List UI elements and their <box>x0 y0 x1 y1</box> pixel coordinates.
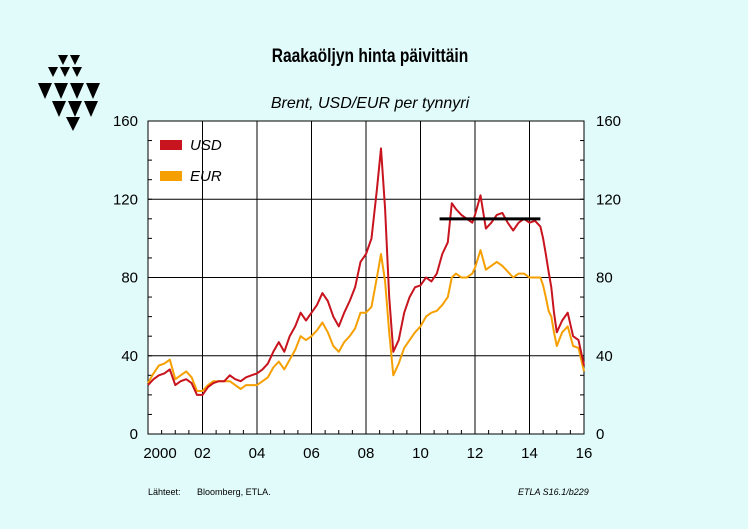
x-tick-label: 16 <box>576 445 593 462</box>
series-lines <box>147 147 585 396</box>
x-axis: 2000 02 04 06 08 10 12 14 16 <box>143 445 592 462</box>
legend-swatch-eur <box>160 171 182 181</box>
x-tick-label: 12 <box>467 445 484 462</box>
legend: USD EUR <box>160 137 222 185</box>
source-text: Bloomberg, ETLA. <box>197 487 271 497</box>
y-tick-label-left: 80 <box>121 270 138 287</box>
y-tick-label-right: 80 <box>596 270 613 287</box>
y-tick-label-left: 120 <box>113 191 138 208</box>
x-tick-label: 04 <box>249 445 266 462</box>
y-tick-label-left: 40 <box>121 348 138 365</box>
y-tick-label-right: 160 <box>596 113 621 130</box>
source-label: Lähteet: <box>148 487 181 497</box>
y-tick-label-left: 0 <box>130 426 138 443</box>
chart-subtitle: Brent, USD/EUR per tynnyri <box>270 95 470 112</box>
legend-label-usd: USD <box>190 137 222 154</box>
legend-label-eur: EUR <box>190 168 222 185</box>
x-tick-label: 10 <box>412 445 429 462</box>
x-tick-label: 06 <box>303 445 320 462</box>
x-tick-label: 14 <box>521 445 538 462</box>
y-axis-left: 0 40 80 120 160 <box>113 113 138 443</box>
x-tick-label: 2000 <box>143 445 176 462</box>
x-tick-label: 02 <box>194 445 211 462</box>
etla-logo <box>38 55 102 131</box>
logo-graphic <box>38 55 100 131</box>
legend-swatch-usd <box>160 140 182 150</box>
y-tick-label-right: 120 <box>596 191 621 208</box>
y-axis-right: 0 40 80 120 160 <box>596 113 621 443</box>
y-tick-label-right: 0 <box>596 426 604 443</box>
x-tick-label: 08 <box>358 445 375 462</box>
y-tick-label-right: 40 <box>596 348 613 365</box>
source-note: Lähteet: Bloomberg, ETLA. <box>148 487 271 497</box>
figure-code: ETLA S16.1/b229 <box>518 487 589 497</box>
y-tick-label-left: 160 <box>113 113 138 130</box>
chart-title: Raakaöljyn hinta päivittäin <box>271 46 469 67</box>
